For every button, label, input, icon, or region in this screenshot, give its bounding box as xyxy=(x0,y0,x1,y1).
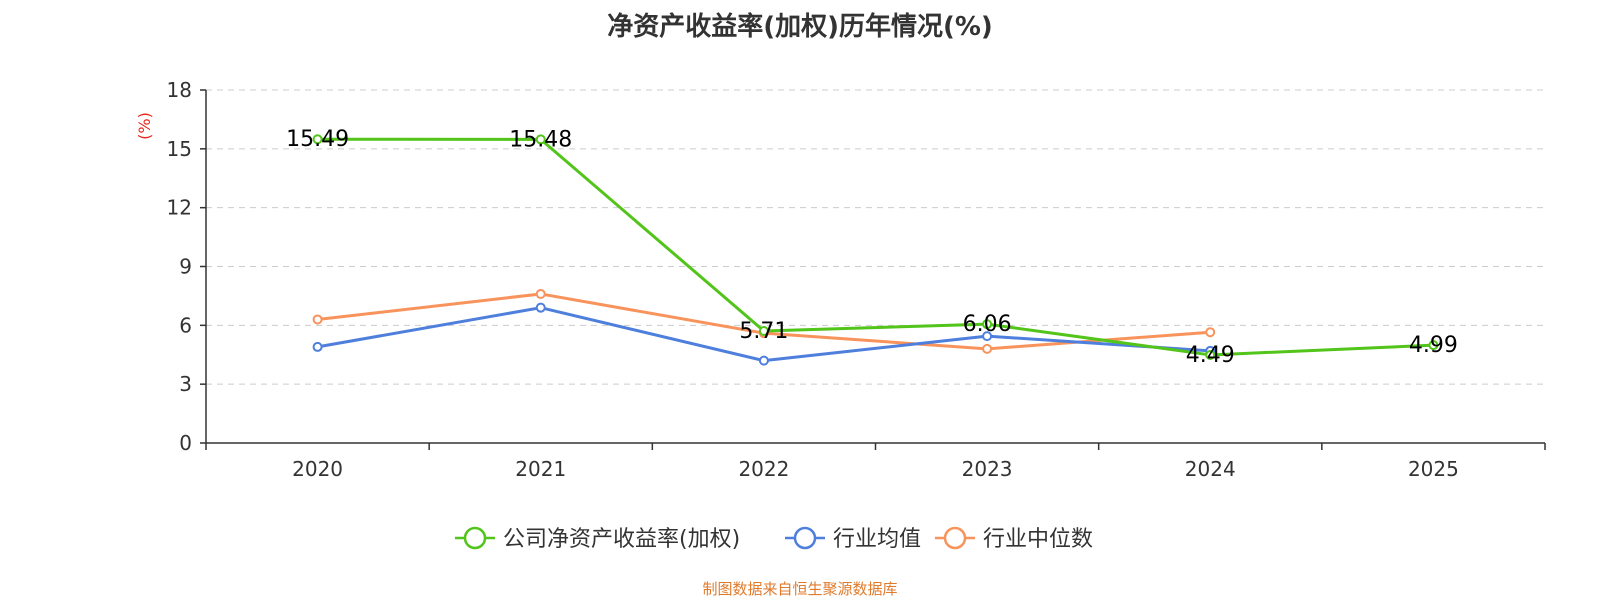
legend-swatch-marker xyxy=(793,526,817,550)
x-tick-label: 2020 xyxy=(292,457,343,481)
data-point xyxy=(312,314,323,325)
y-axis-label: (%) xyxy=(135,112,154,140)
data-point xyxy=(758,355,769,366)
legend: 公司净资产收益率(加权) 行业均值 行业中位数 xyxy=(455,526,1093,552)
legend-swatch-marker xyxy=(943,526,967,550)
x-tick-label: 2024 xyxy=(1185,457,1236,481)
x-tick-label: 2023 xyxy=(962,457,1013,481)
data-point xyxy=(535,288,546,299)
y-tick-label: 3 xyxy=(179,372,192,396)
series-line-0 xyxy=(317,137,1434,357)
data-labels: 15.49 15.48 5.71 6.06 4.49 4.99 xyxy=(286,127,1458,368)
y-tick-label: 9 xyxy=(179,255,192,279)
y-tick-label: 0 xyxy=(179,431,192,455)
y-tick-label: 18 xyxy=(167,78,192,102)
data-label: 15.49 xyxy=(286,127,349,152)
data-label: 4.99 xyxy=(1409,333,1458,358)
x-tick-label: 2022 xyxy=(738,457,789,481)
data-point xyxy=(1205,327,1216,338)
data-label: 15.48 xyxy=(509,127,572,152)
data-point xyxy=(312,341,323,352)
data-point xyxy=(758,326,769,337)
legend-label: 行业中位数 xyxy=(983,527,1093,552)
x-tick-label: 2021 xyxy=(515,457,566,481)
data-label: 4.49 xyxy=(1186,343,1235,368)
data-point xyxy=(312,134,323,145)
data-point xyxy=(982,343,993,354)
data-point xyxy=(982,331,993,342)
y-tick-label: 6 xyxy=(179,313,192,337)
source-note: 制图数据来自恒生聚源数据库 xyxy=(702,580,898,598)
data-point xyxy=(982,319,993,330)
y-tick-label: 15 xyxy=(167,137,192,161)
y-tick-label: 12 xyxy=(167,196,192,220)
data-point xyxy=(535,302,546,313)
data-point xyxy=(1205,349,1216,360)
series-layer xyxy=(312,134,1439,366)
data-label: 5.71 xyxy=(739,319,788,344)
data-point xyxy=(535,134,546,145)
grid-lines xyxy=(206,89,1545,385)
x-tick-label: 2025 xyxy=(1408,457,1459,481)
legend-label: 公司净资产收益率(加权) xyxy=(503,527,740,552)
axes: 0 3 6 9 12 15 18 (%) 2020 2021 2022 2023 2024 2025 xyxy=(135,78,1546,481)
data-label: 6.06 xyxy=(963,312,1012,337)
chart-title: 净资产收益率(加权)历年情况(%) xyxy=(607,12,993,42)
legend-label: 行业均值 xyxy=(833,527,921,552)
legend-swatch-marker xyxy=(463,526,487,550)
data-point xyxy=(1428,340,1439,351)
